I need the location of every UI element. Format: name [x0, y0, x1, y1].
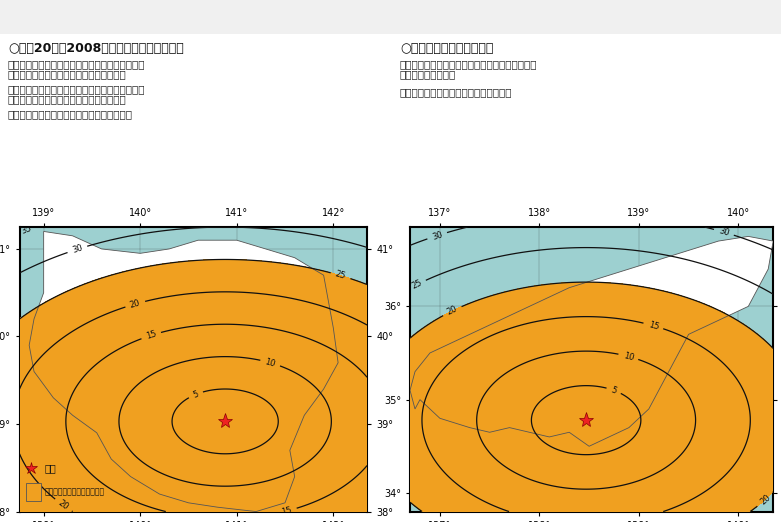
Text: 30: 30	[430, 230, 444, 242]
Text: ・紧急地震速報を聞いた家庭において，テーブル: ・紧急地震速報を聞いた家庭において，テーブル	[8, 84, 145, 94]
Text: 20: 20	[56, 499, 70, 512]
Text: 図２－３－６: 図２－３－６	[26, 12, 66, 22]
Text: ○平成20年（2008年）岩手・宮城内陸地震: ○平成20年（2008年）岩手・宮城内陸地震	[8, 42, 184, 55]
Text: 震源: 震源	[44, 464, 56, 473]
Text: 20: 20	[129, 298, 141, 310]
Text: 10: 10	[622, 351, 635, 362]
Text: ・半導体工場では製造機械を停止（宮城県）: ・半導体工場では製造機械を停止（宮城県）	[8, 109, 133, 119]
Text: 15: 15	[647, 320, 660, 331]
Text: 5: 5	[610, 385, 618, 396]
Text: ○駿河湾を震源とする地震: ○駿河湾を震源とする地震	[400, 42, 494, 55]
Text: 10: 10	[264, 357, 276, 369]
Text: 25: 25	[410, 278, 423, 291]
Polygon shape	[29, 231, 338, 512]
Polygon shape	[90, 2, 102, 32]
Text: 20: 20	[758, 493, 772, 506]
Text: 35: 35	[20, 223, 33, 236]
Text: の下に隠れ，身の安全を確保（秋田市）: の下に隠れ，身の安全を確保（秋田市）	[8, 94, 127, 104]
Text: 15: 15	[280, 505, 293, 517]
Polygon shape	[624, 400, 654, 432]
Text: 20: 20	[445, 305, 459, 317]
Text: 動停止（甲府市）: 動停止（甲府市）	[400, 69, 456, 79]
Text: 紧急地震速報の活用事例: 紧急地震速報の活用事例	[108, 10, 200, 24]
Text: 25: 25	[334, 270, 347, 281]
Bar	[26, 483, 41, 501]
Text: 30: 30	[71, 243, 84, 255]
Text: 5: 5	[191, 389, 200, 400]
Text: ・工場では紧急地震速報を受信し，生産装置を自: ・工場では紧急地震速報を受信し，生産装置を自	[400, 59, 537, 69]
Text: 30: 30	[718, 227, 730, 238]
Text: 紧急地震速報を発表した地域: 紧急地震速報を発表した地域	[44, 488, 104, 496]
Text: ・保育園で子供たちの安全を確保するとともに，: ・保育園で子供たちの安全を確保するとともに，	[8, 59, 145, 69]
Text: 従業員による避難通路の確保（仙台市）: 従業員による避難通路の確保（仙台市）	[8, 69, 127, 79]
Text: ・集客施設で館内放送を実施（富士市）: ・集客施設で館内放送を実施（富士市）	[400, 87, 512, 97]
Polygon shape	[410, 236, 773, 446]
Text: 15: 15	[144, 329, 158, 341]
Bar	[2, 2, 90, 32]
